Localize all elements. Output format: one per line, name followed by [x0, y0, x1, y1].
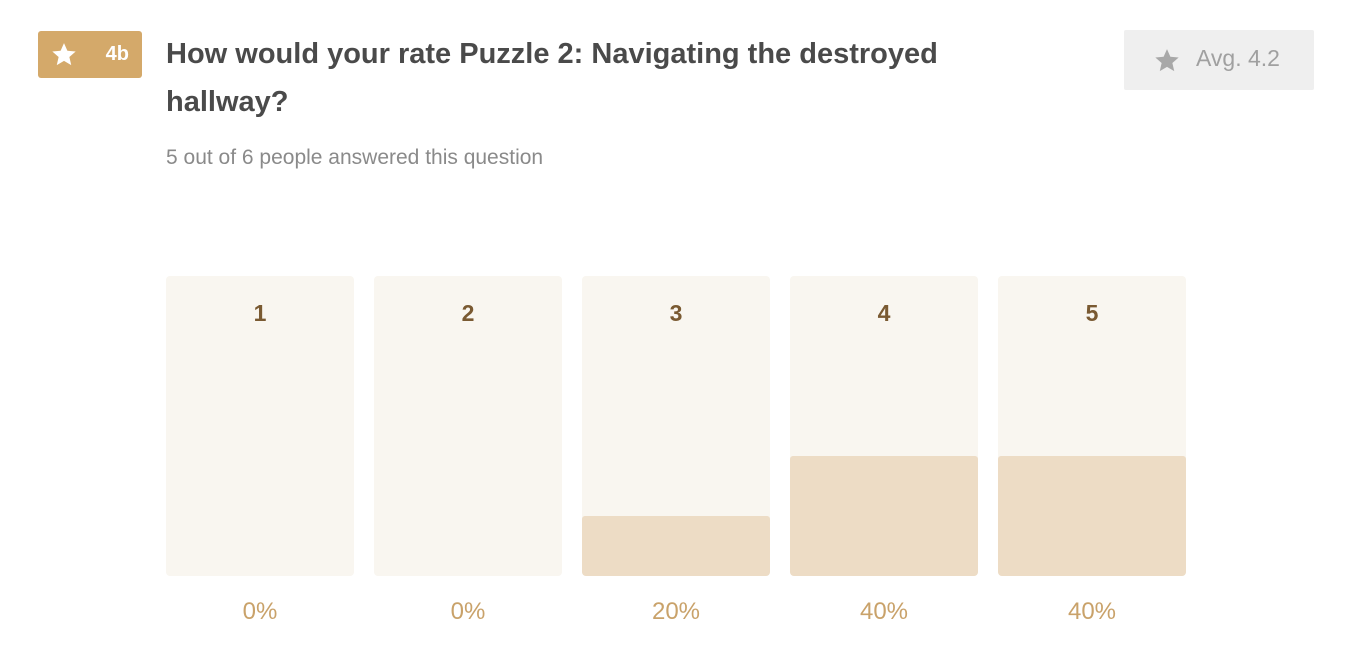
average-rating-badge: Avg. 4.2	[1124, 30, 1314, 90]
bar-track: 2	[374, 276, 562, 576]
bar-fill	[998, 456, 1186, 576]
question-number: 4b	[105, 43, 129, 65]
category-label: 3	[669, 300, 683, 326]
bar-track: 5	[998, 276, 1186, 576]
question-title: How would your rate Puzzle 2: Navigating…	[166, 38, 938, 118]
category-label: 1	[253, 300, 267, 326]
bar-fill	[790, 456, 978, 576]
percent-label: 0%	[242, 598, 278, 625]
answered-count: 5 out of 6 people answered this question	[166, 146, 544, 169]
percent-label: 40%	[859, 598, 909, 625]
rating-distribution-chart: 1 0% 2 0% 3 20% 4 40% 5 40%	[166, 276, 1186, 656]
bar-track: 4	[790, 276, 978, 576]
bar-track: 3	[582, 276, 770, 576]
question-number-badge: 4b	[38, 31, 142, 78]
category-label: 5	[1085, 300, 1099, 326]
category-label: 2	[461, 300, 475, 326]
bar-fill	[582, 516, 770, 576]
category-label: 4	[877, 300, 891, 326]
rating-option-4: 4 40%	[790, 276, 978, 656]
star-icon	[1153, 47, 1181, 75]
average-rating-value: Avg. 4.2	[1196, 45, 1280, 71]
percent-label: 20%	[651, 598, 701, 625]
percent-label: 40%	[1067, 598, 1117, 625]
percent-label: 0%	[450, 598, 486, 625]
rating-option-1: 1 0%	[166, 276, 354, 656]
rating-option-5: 5 40%	[998, 276, 1186, 656]
rating-option-2: 2 0%	[374, 276, 562, 656]
star-icon	[50, 41, 78, 69]
bar-track: 1	[166, 276, 354, 576]
rating-option-3: 3 20%	[582, 276, 770, 656]
